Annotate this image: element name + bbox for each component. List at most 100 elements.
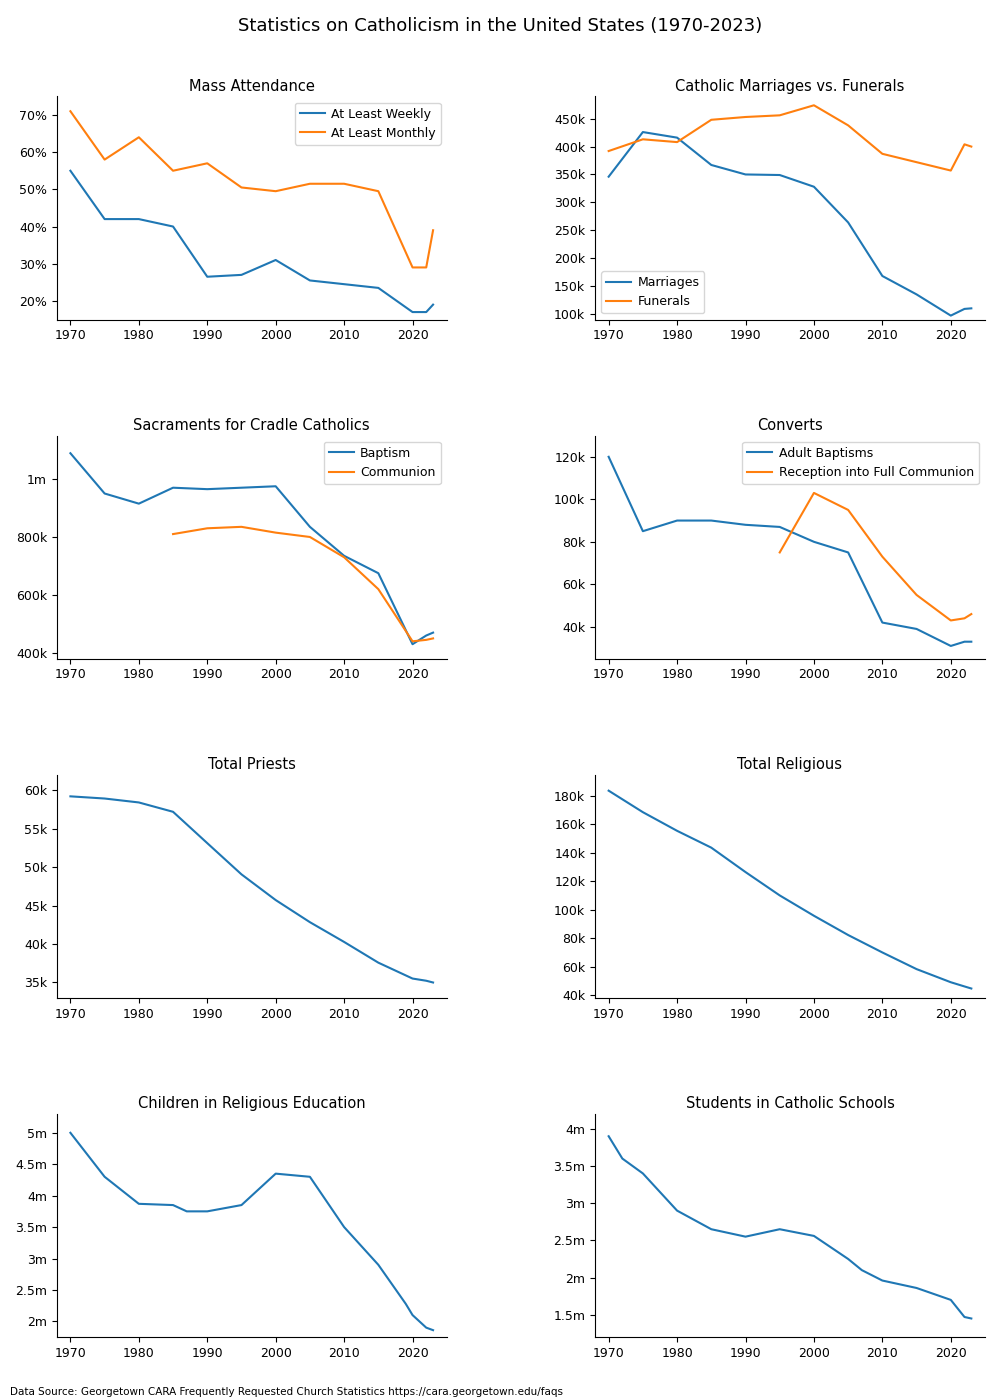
Line: Adult Baptisms: Adult Baptisms [609,456,971,645]
Line: Baptism: Baptism [70,454,433,644]
Marriages [774,167,786,183]
Total Religious [958,979,970,995]
Marriages [705,157,717,174]
At Least Weekly [270,252,282,269]
Students in Catholic Schools [808,1228,820,1245]
Funerals [876,146,888,162]
Funerals [705,112,717,129]
Students in Catholic Schools [965,1310,977,1327]
Communion [407,633,419,650]
Funerals [842,118,854,134]
Legend: Baptism, Communion: Baptism, Communion [324,442,441,484]
Children in Religious Education [99,1169,111,1186]
At Least Weekly [427,297,439,314]
Reception into Full Communion [774,545,786,561]
Reception into Full Communion [958,610,970,627]
Communion [427,630,439,647]
At Least Monthly [407,259,419,276]
Children in Religious Education [372,1256,384,1273]
At Least Monthly [133,129,145,146]
Marriages [958,301,970,318]
Reception into Full Communion [911,587,923,603]
Adult Baptisms [603,448,615,465]
Baptism [372,564,384,581]
At Least Weekly [167,218,179,235]
Line: Marriages: Marriages [609,132,971,315]
Total Priests [427,974,439,991]
Adult Baptisms [876,615,888,631]
Communion [338,549,350,566]
Students in Catholic Schools [876,1273,888,1289]
Title: Total Priests: Total Priests [208,757,296,773]
At Least Monthly [99,151,111,168]
Total Religious [603,783,615,799]
Children in Religious Education [407,1306,419,1323]
Total Priests [64,788,76,805]
Children in Religious Education [201,1203,213,1219]
Students in Catholic Schools [637,1165,649,1182]
Total Religious [808,907,820,924]
Legend: At Least Weekly, At Least Monthly: At Least Weekly, At Least Monthly [295,102,441,144]
Text: Data Source: Georgetown CARA Frequently Requested Church Statistics https://cara: Data Source: Georgetown CARA Frequently … [10,1387,563,1397]
Children in Religious Education [64,1124,76,1141]
Baptism [167,479,179,496]
At Least Weekly [235,266,247,283]
Total Religious [671,822,683,839]
Adult Baptisms [958,633,970,650]
Total Priests [167,804,179,820]
Marriages [808,178,820,195]
Students in Catholic Schools [958,1309,970,1326]
Title: Mass Attendance: Mass Attendance [189,78,315,94]
Funerals [671,134,683,151]
Marriages [911,286,923,302]
Legend: Marriages, Funerals: Marriages, Funerals [601,272,704,314]
Funerals [808,97,820,113]
Students in Catholic Schools [603,1128,615,1145]
Students in Catholic Schools [774,1221,786,1238]
Communion [167,525,179,542]
At Least Monthly [64,102,76,119]
Children in Religious Education [427,1322,439,1338]
Reception into Full Communion [808,484,820,501]
Total Religious [637,804,649,820]
Marriages [842,214,854,231]
At Least Monthly [427,221,439,238]
Funerals [911,154,923,171]
At Least Weekly [201,269,213,286]
Funerals [740,109,752,126]
At Least Monthly [372,183,384,200]
Baptism [64,445,76,462]
Total Religious [842,927,854,944]
At Least Monthly [235,179,247,196]
Children in Religious Education [304,1169,316,1186]
Communion [201,519,213,536]
Children in Religious Education [400,1295,412,1312]
At Least Weekly [304,272,316,288]
Adult Baptisms [808,533,820,550]
Marriages [740,167,752,183]
Baptism [420,627,432,644]
Communion [304,529,316,546]
Total Religious [945,974,957,991]
Total Religious [774,888,786,904]
Funerals [637,132,649,148]
Students in Catholic Schools [911,1280,923,1296]
Baptism [270,477,282,494]
Text: Statistics on Catholicism in the United States (1970-2023): Statistics on Catholicism in the United … [238,17,762,35]
Funerals [958,136,970,153]
Children in Religious Education [133,1196,145,1212]
Line: At Least Monthly: At Least Monthly [70,111,433,267]
Baptism [427,624,439,641]
Communion [372,581,384,598]
Total Priests [407,970,419,987]
Children in Religious Education [167,1197,179,1214]
At Least Weekly [372,280,384,297]
Students in Catholic Schools [671,1203,683,1219]
Students in Catholic Schools [740,1228,752,1245]
Marriages [876,267,888,284]
Line: Communion: Communion [173,526,433,641]
Line: Total Priests: Total Priests [70,797,433,983]
Line: Children in Religious Education: Children in Religious Education [70,1133,433,1330]
At Least Monthly [420,259,432,276]
Funerals [965,139,977,155]
